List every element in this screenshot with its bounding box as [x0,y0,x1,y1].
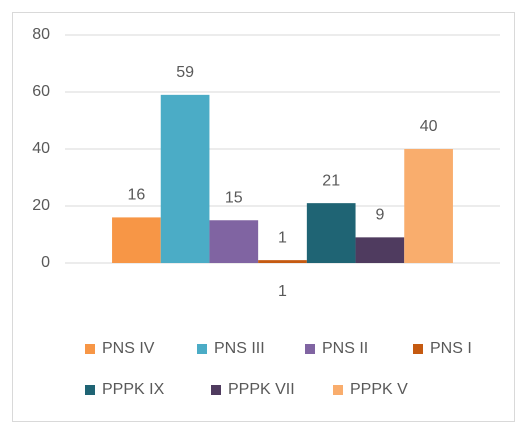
data-label: 9 [375,207,384,224]
legend-marker [305,344,315,354]
legend-marker [413,344,423,354]
legend-label: PNS III [214,340,265,357]
bar [209,220,259,263]
y-tick-label: 40 [32,140,50,157]
legend-marker [85,385,95,395]
y-tick-label: 60 [32,83,50,100]
bar [404,149,453,263]
y-tick-label: 80 [32,26,50,43]
legend-label: PNS IV [102,340,155,357]
legend-marker [333,385,343,395]
y-tick-label: 0 [41,254,50,271]
data-label: 21 [322,172,340,189]
bar [355,237,405,263]
bar [112,217,161,263]
legend-label: PPPK V [350,381,408,398]
legend-label: PPPK VII [228,381,295,398]
legend-marker [85,344,95,354]
data-label: 15 [225,189,243,206]
legend-label: PNS I [430,340,472,357]
data-label: 40 [420,118,438,135]
legend-marker [197,344,207,354]
data-label: 16 [128,187,146,204]
data-label: 59 [176,64,194,81]
data-label: 1 [278,229,287,246]
legend-label: PNS II [322,340,368,357]
x-tick-label: 1 [278,283,287,300]
legend-marker [211,385,221,395]
legend-label: PPPK IX [102,381,165,398]
bar [160,94,210,263]
bar [306,203,356,263]
bar [258,260,307,263]
y-tick-label: 20 [32,197,50,214]
